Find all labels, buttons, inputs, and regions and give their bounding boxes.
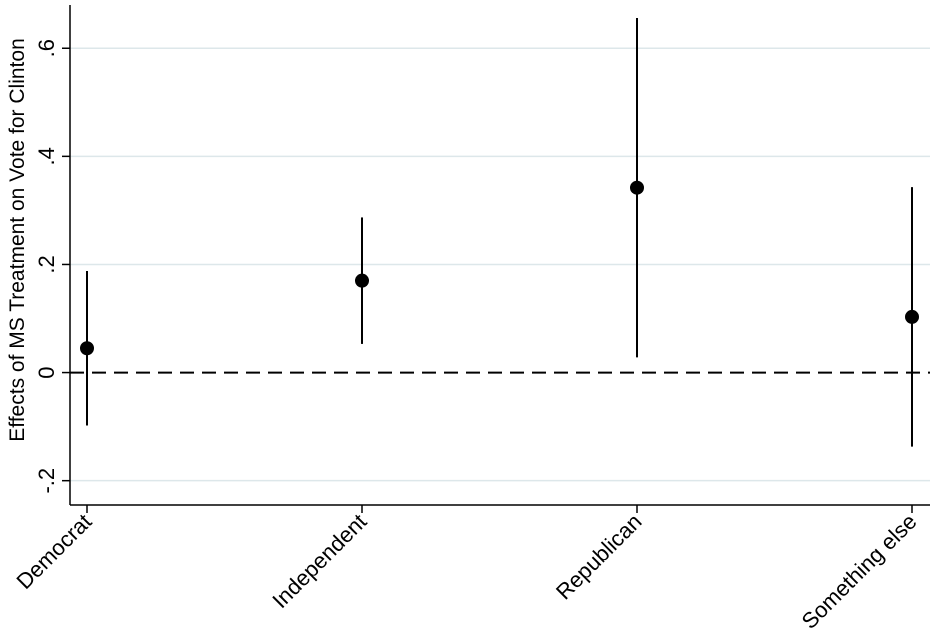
point-estimate xyxy=(630,180,644,195)
point-estimate xyxy=(355,273,369,288)
y-tick-label: .6 xyxy=(34,39,59,57)
y-axis-title: Effects of MS Treatment on Vote for Clin… xyxy=(6,38,29,441)
y-axis-ticks: -.2 0 .2 .4 .6 xyxy=(34,39,70,494)
axes xyxy=(69,5,930,506)
y-tick-label: .4 xyxy=(34,147,59,165)
y-tick-label: 0 xyxy=(34,366,59,378)
point-estimate xyxy=(80,341,94,356)
y-tick-label: .2 xyxy=(34,255,59,273)
gridlines xyxy=(70,47,930,482)
point-estimate xyxy=(905,309,919,324)
point-estimates xyxy=(80,180,919,356)
y-tick-label: -.2 xyxy=(34,468,59,494)
